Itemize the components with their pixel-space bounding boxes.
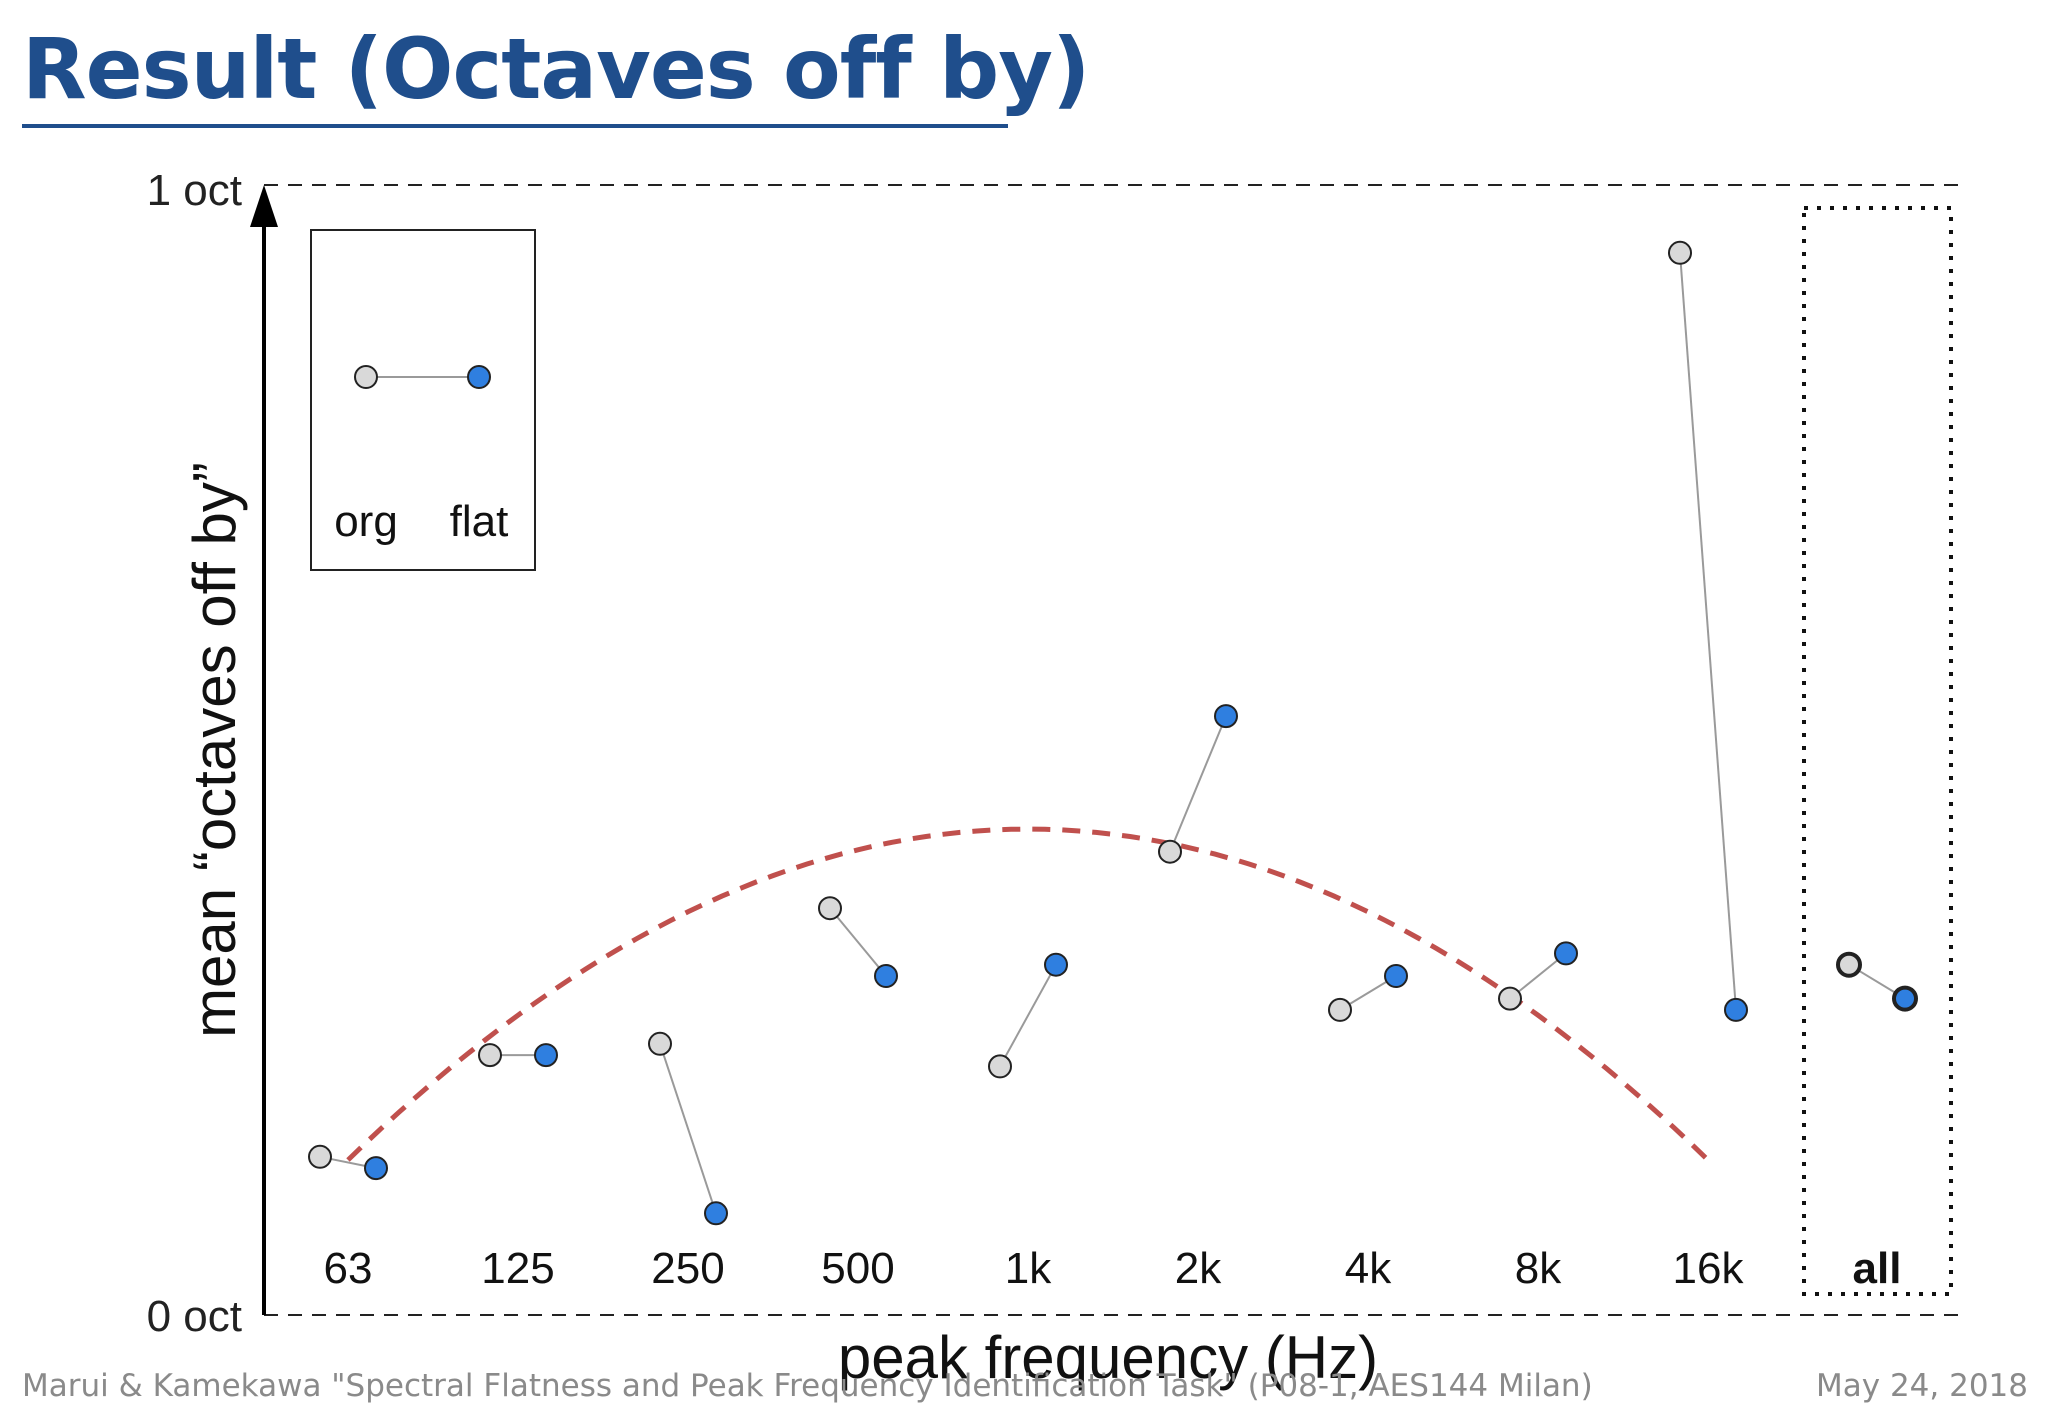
x-tick-label-all: all: [1853, 1244, 1902, 1293]
legend-flat-marker: [467, 365, 491, 389]
org-point-500: [818, 896, 842, 921]
footer-citation: Marui & Kamekawa "Spectral Flatness and …: [22, 1368, 1593, 1404]
org-point-4k: [1328, 997, 1352, 1022]
x-tick-label-1k: 1k: [1005, 1244, 1052, 1293]
legend-box: [310, 229, 536, 571]
flat-point-63: [364, 1156, 388, 1181]
x-tick-label-8k: 8k: [1515, 1244, 1562, 1293]
org-point-125: [478, 1043, 502, 1068]
connector-1k: [999, 964, 1057, 1067]
y-axis-arrow-icon: [250, 185, 278, 227]
x-tick-label-63: 63: [324, 1244, 373, 1293]
org-point-16k: [1668, 240, 1692, 265]
x-tick-label-125: 125: [481, 1244, 554, 1293]
org-point-all: [1836, 951, 1862, 978]
x-tick-label-2k: 2k: [1175, 1244, 1222, 1293]
connector-500: [829, 907, 887, 977]
x-axis-title: peak frequency (Hz): [838, 1324, 1378, 1391]
flat-point-4k: [1384, 964, 1408, 988]
flat-point-250: [704, 1201, 728, 1226]
footer-date: May 24, 2018: [1816, 1368, 2028, 1404]
flat-point-all: [1892, 985, 1918, 1012]
flat-point-125: [534, 1043, 558, 1068]
connector-16k: [1679, 252, 1737, 1010]
title-underline: [22, 124, 1008, 128]
connector-250: [659, 1043, 717, 1214]
org-point-2k: [1158, 839, 1182, 864]
flat-point-16k: [1724, 997, 1748, 1022]
y-top-label: 1 oct: [147, 166, 242, 215]
flat-point-8k: [1554, 941, 1578, 966]
org-point-250: [648, 1031, 672, 1056]
legend-label-org: org: [334, 497, 398, 546]
all-group-box: [1802, 206, 1953, 1296]
x-tick-label-250: 250: [651, 1244, 724, 1293]
flat-point-1k: [1044, 952, 1068, 977]
x-tick-label-16k: 16k: [1673, 1244, 1745, 1293]
flat-point-500: [874, 964, 898, 988]
slide-title: Result (Octaves off by): [22, 20, 1090, 118]
connector-2k: [1169, 715, 1227, 853]
org-point-8k: [1498, 986, 1522, 1011]
y-axis-title: mean “octaves off by”: [181, 462, 248, 1038]
org-point-63: [308, 1144, 332, 1169]
flat-point-2k: [1214, 704, 1238, 729]
org-point-1k: [988, 1054, 1012, 1079]
y-bottom-label: 0 oct: [147, 1292, 242, 1341]
legend-org-marker: [354, 365, 378, 389]
x-tick-label-500: 500: [821, 1244, 894, 1293]
x-tick-label-4k: 4k: [1345, 1244, 1392, 1293]
legend-label-flat: flat: [450, 497, 509, 546]
